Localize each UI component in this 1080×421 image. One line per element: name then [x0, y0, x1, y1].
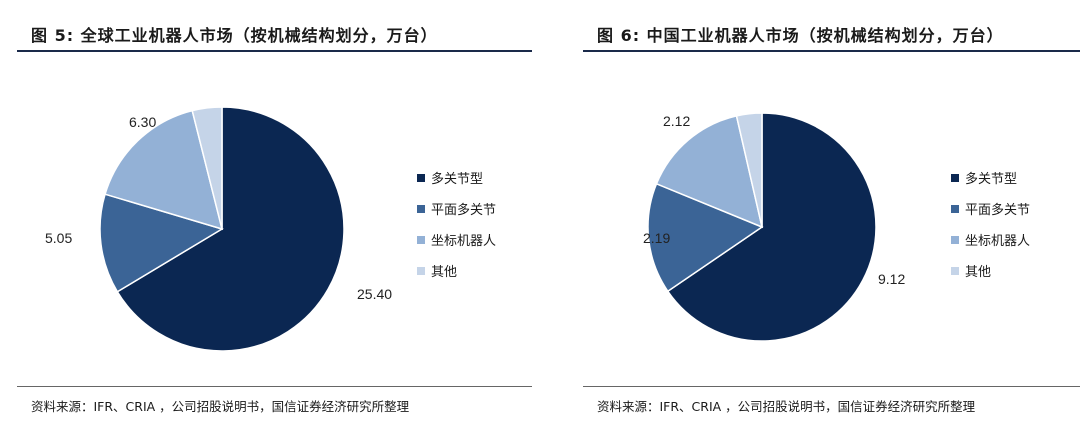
- legend-label: 多关节型: [431, 172, 484, 187]
- pie-slice-other: [735, 112, 763, 228]
- pie-slice-other: [191, 106, 223, 230]
- pie-chart-global: 25.40 5.05 6.30: [45, 106, 392, 352]
- legend-label: 其他: [431, 265, 458, 280]
- legend-item-scara: 平面多关节: [417, 193, 496, 224]
- title-bar: 图 6: 中国工业机器人市场（按机械结构划分，万台）: [583, 10, 1080, 52]
- legend-label: 平面多关节: [965, 203, 1031, 218]
- legend-swatch: [951, 173, 959, 182]
- pie-slice-cartesian: [655, 114, 764, 229]
- pie-slice-scara: [647, 182, 764, 293]
- legend-label: 其他: [965, 265, 992, 280]
- legend-item-cartesian: 坐标机器人: [417, 224, 496, 255]
- legend-item-scara: 平面多关节: [951, 193, 1030, 224]
- chart-panel-china: 图 6: 中国工业机器人市场（按机械结构划分，万台） 9.12 2.19 2.12 …: [583, 0, 1080, 421]
- data-label: 6.30: [129, 114, 156, 130]
- legend-swatch: [951, 266, 959, 275]
- data-label: 5.05: [45, 230, 72, 246]
- legend-label: 坐标机器人: [965, 234, 1031, 249]
- data-label: 2.12: [663, 113, 690, 129]
- data-label: 9.12: [878, 271, 905, 287]
- data-label: 25.40: [357, 286, 392, 302]
- source-divider: [583, 386, 1080, 387]
- legend-swatch: [417, 173, 425, 182]
- legend-swatch: [951, 204, 959, 213]
- source-note: 资料来源：IFR、CRIA ，公司招股说明书，国信证券经济研究所整理: [31, 399, 410, 414]
- pie-chart-china: 9.12 2.19 2.12: [643, 112, 905, 342]
- pie-slice-multi-joint: [116, 106, 345, 352]
- pie-slice-multi-joint: [666, 112, 877, 342]
- data-label: 2.19: [643, 230, 670, 246]
- legend-china: 多关节型 平面多关节 坐标机器人 其他: [951, 162, 1030, 286]
- legend-item-other: 其他: [951, 255, 1030, 286]
- legend-item-multi-joint: 多关节型: [417, 162, 496, 193]
- legend-item-multi-joint: 多关节型: [951, 162, 1030, 193]
- legend-swatch: [417, 204, 425, 213]
- chart-title: 图 5: 全球工业机器人市场（按机械结构划分，万台）: [31, 26, 438, 45]
- legend-swatch: [417, 235, 425, 244]
- legend-item-cartesian: 坐标机器人: [951, 224, 1030, 255]
- title-bar: 图 5: 全球工业机器人市场（按机械结构划分，万台）: [17, 10, 532, 52]
- source-note: 资料来源：IFR、CRIA ，公司招股说明书，国信证券经济研究所整理: [597, 399, 976, 414]
- legend-global: 多关节型 平面多关节 坐标机器人 其他: [417, 162, 496, 286]
- legend-swatch: [417, 266, 425, 275]
- legend-label: 多关节型: [965, 172, 1018, 187]
- chart-panel-global: 图 5: 全球工业机器人市场（按机械结构划分，万台） 25.40 5.05 6.30…: [17, 0, 532, 421]
- legend-label: 坐标机器人: [431, 234, 497, 249]
- pie-slice-cartesian: [104, 109, 224, 231]
- legend-swatch: [951, 235, 959, 244]
- source-divider: [17, 386, 532, 387]
- chart-title: 图 6: 中国工业机器人市场（按机械结构划分，万台）: [597, 26, 1004, 45]
- pie-slice-scara: [99, 193, 224, 293]
- legend-item-other: 其他: [417, 255, 496, 286]
- legend-label: 平面多关节: [431, 203, 497, 218]
